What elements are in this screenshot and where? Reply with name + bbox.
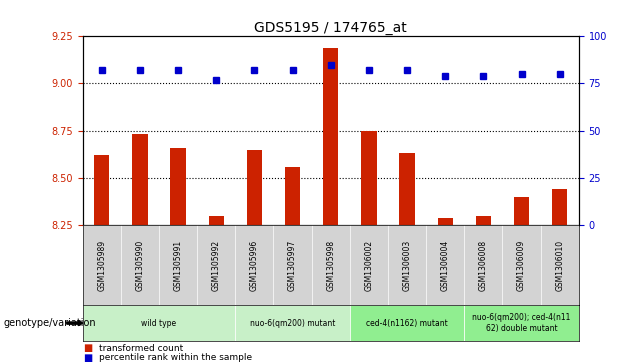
Bar (323, 48, 338, 225)
Bar (209, 216, 224, 225)
Text: GSM1306010: GSM1306010 (555, 240, 564, 290)
Text: genotype/variation: genotype/variation (3, 318, 96, 328)
Text: ced-4(n1162) mutant: ced-4(n1162) mutant (366, 319, 448, 327)
Text: GSM1305991: GSM1305991 (174, 240, 183, 290)
Bar (132, 134, 148, 225)
Title: GDS5195 / 174765_at: GDS5195 / 174765_at (254, 21, 407, 35)
Bar (285, 167, 300, 225)
FancyBboxPatch shape (83, 305, 235, 341)
Text: GSM1306008: GSM1306008 (479, 240, 488, 290)
Text: transformed count: transformed count (99, 344, 183, 353)
Text: nuo-6(qm200) mutant: nuo-6(qm200) mutant (250, 319, 335, 327)
Text: nuo-6(qm200); ced-4(n11
62) double mutant: nuo-6(qm200); ced-4(n11 62) double mutan… (473, 313, 570, 333)
Text: GSM1305990: GSM1305990 (135, 239, 144, 291)
FancyBboxPatch shape (464, 305, 579, 341)
Bar (514, 197, 529, 225)
Bar (476, 216, 491, 225)
Bar (361, 131, 377, 225)
Text: GSM1306003: GSM1306003 (403, 239, 411, 291)
Text: ■: ■ (83, 343, 92, 354)
Bar (170, 148, 186, 225)
Text: GSM1306004: GSM1306004 (441, 239, 450, 291)
FancyBboxPatch shape (235, 305, 350, 341)
Bar (94, 155, 109, 225)
Text: GSM1305989: GSM1305989 (97, 240, 106, 290)
Bar (247, 150, 262, 225)
FancyBboxPatch shape (350, 305, 464, 341)
Text: GSM1306009: GSM1306009 (517, 239, 526, 291)
Bar (438, 217, 453, 225)
Text: GSM1305998: GSM1305998 (326, 240, 335, 290)
Text: ■: ■ (83, 352, 92, 363)
Bar (552, 189, 567, 225)
Bar (399, 153, 415, 225)
Text: GSM1305997: GSM1305997 (288, 239, 297, 291)
Text: GSM1305996: GSM1305996 (250, 239, 259, 291)
Text: GSM1306002: GSM1306002 (364, 240, 373, 290)
Text: percentile rank within the sample: percentile rank within the sample (99, 353, 252, 362)
Text: GSM1305992: GSM1305992 (212, 240, 221, 290)
Text: wild type: wild type (141, 319, 177, 327)
